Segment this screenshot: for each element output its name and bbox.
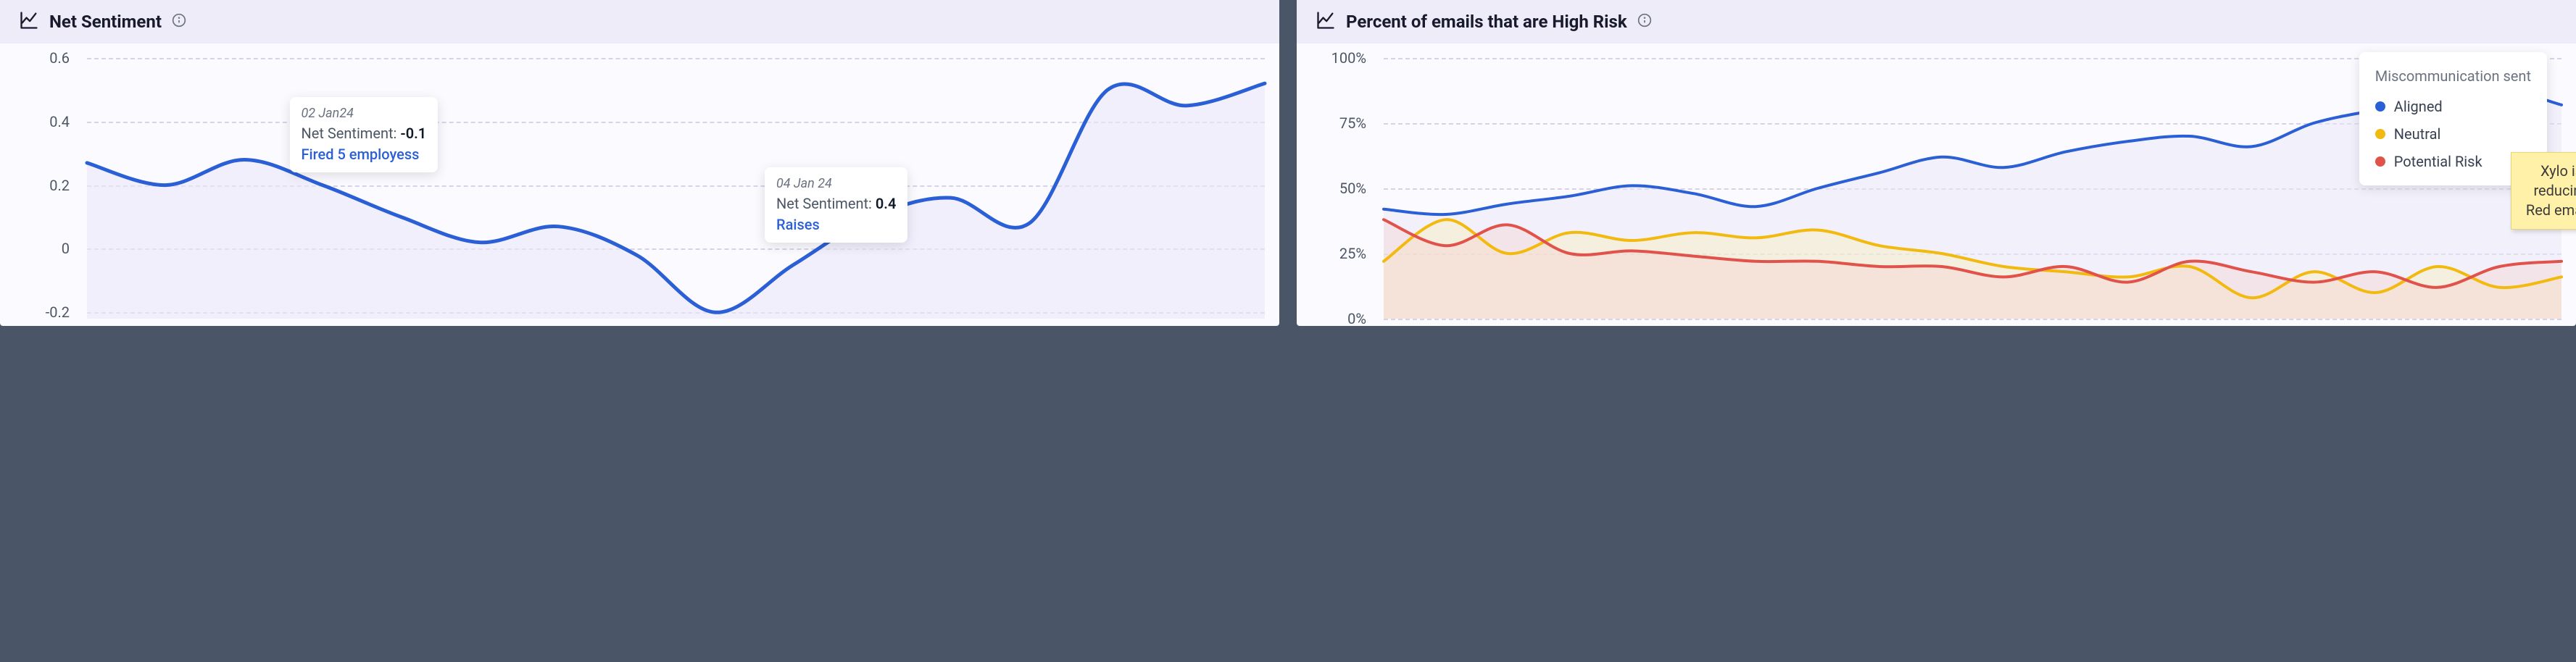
tooltip-metric-label: Net Sentiment: [776, 195, 876, 212]
high-risk-chart[interactable]: 0%25%50%75%100%Miscommunication sentAlig… [1311, 58, 2562, 319]
panel-header: Percent of emails that are High Risk [1297, 0, 2576, 43]
y-tick-label: 0 [14, 240, 80, 257]
high-risk-panel: Percent of emails that are High Risk 0% 2… [1297, 0, 2576, 326]
legend-label: Aligned [2394, 93, 2443, 120]
tooltip-event: Fired 5 employess [302, 144, 427, 165]
legend-label: Neutral [2394, 120, 2441, 148]
plot-region [87, 58, 1265, 319]
y-tick-label: 75% [1311, 114, 1376, 132]
info-icon[interactable] [172, 13, 186, 30]
y-tick-label: -0.2 [14, 303, 80, 321]
y-tick-label: 50% [1311, 180, 1376, 197]
net-sentiment-chart[interactable]: -0.200.20.40.602 Jan24Net Sentiment: -0.… [14, 58, 1265, 319]
y-tick-label: 0.2 [14, 177, 80, 194]
chart-area: -0.2 0 0.2 0.4 0.6 02 Jan24 Net Sentiment: -0.… [0, 43, 1279, 326]
tooltip-date: 02 Jan24 [302, 104, 427, 123]
y-tick-label: 25% [1311, 245, 1376, 262]
chart-tooltip: 04 Jan 24 Net Sentiment: 0.4 Raises [765, 167, 907, 243]
info-icon[interactable] [1637, 13, 1652, 30]
line-chart-icon [1316, 10, 1336, 33]
legend-swatch [2375, 101, 2385, 112]
tooltip-metric-value: 0.4 [876, 195, 897, 212]
chart-area: 0% 25% 50% 75% 100% Miscommunication sent Alig… [1297, 43, 2576, 326]
panel-title: Percent of emails that are High Risk [1346, 12, 1627, 32]
legend-swatch [2375, 129, 2385, 139]
tooltip-event: Raises [776, 214, 896, 235]
legend-item: Neutral [2375, 120, 2531, 148]
y-tick-label: 100% [1311, 49, 1376, 67]
legend-label: Potential Risk [2394, 148, 2482, 175]
tooltip-metric-label: Net Sentiment: [302, 125, 401, 142]
legend-item: Potential Risk [2375, 148, 2531, 175]
sticky-note: Xylo is reducing Red emails [2511, 152, 2576, 230]
net-sentiment-panel: Net Sentiment -0.2 0 0.2 0.4 0.6 02 Jan24 Net … [0, 0, 1279, 326]
legend-swatch [2375, 156, 2385, 167]
y-tick-label: 0.4 [14, 113, 80, 130]
panel-title: Net Sentiment [49, 12, 162, 32]
y-tick-label: 0% [1311, 310, 1376, 327]
legend-title: Miscommunication sent [2375, 62, 2531, 90]
panel-header: Net Sentiment [0, 0, 1279, 43]
tooltip-date: 04 Jan 24 [776, 175, 896, 193]
chart-tooltip: 02 Jan24 Net Sentiment: -0.1 Fired 5 emplo… [290, 97, 439, 172]
y-tick-label: 0.6 [14, 49, 80, 67]
grid-line [1384, 319, 2562, 320]
tooltip-metric-value: -0.1 [400, 125, 426, 142]
line-chart-icon [19, 10, 39, 33]
legend-item: Aligned [2375, 93, 2531, 120]
